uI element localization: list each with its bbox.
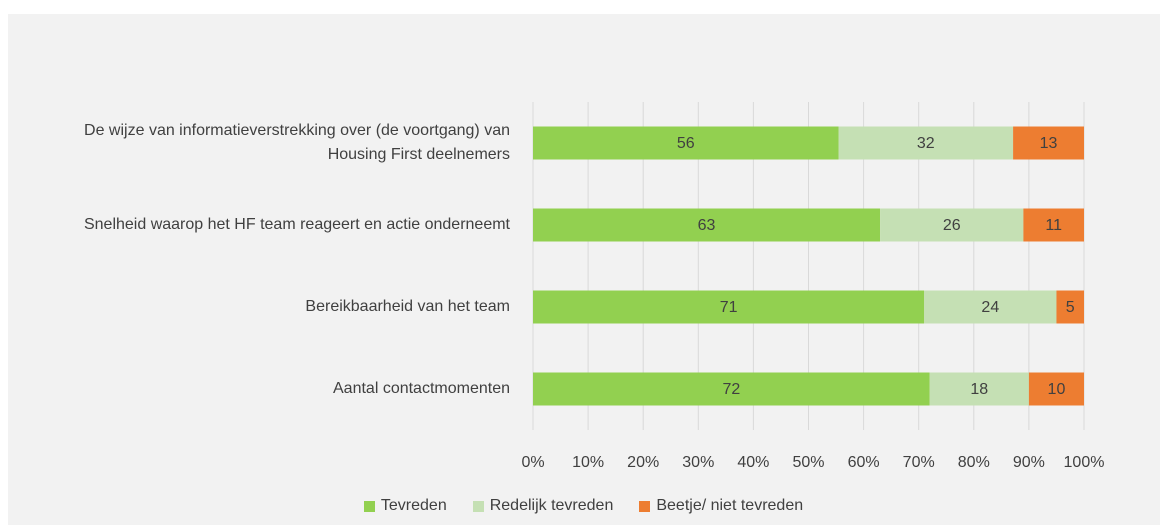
bar-segment: [1056, 290, 1084, 324]
bar-segment: [533, 372, 930, 406]
x-tick-label: 30%: [682, 454, 714, 471]
legend-label: Tevreden: [380, 497, 447, 514]
x-tick-label: 70%: [903, 454, 935, 471]
legend-item: Redelijk tevreden: [472, 497, 614, 515]
bar-segment: [929, 372, 1029, 406]
bar-segment: [533, 208, 881, 242]
legend-swatch: [363, 500, 375, 512]
y-tick-label: Snelheid waarop het HF team reageert en …: [83, 216, 510, 233]
bar-segment: [1023, 208, 1084, 242]
data-label: 71: [720, 299, 738, 316]
bar-segment: [1013, 126, 1084, 160]
y-tick-label: De wijze van informatieverstrekking over…: [84, 122, 510, 163]
x-tick-label: 100%: [1064, 454, 1105, 471]
x-tick-label: 40%: [737, 454, 769, 471]
data-label: 56: [677, 135, 695, 152]
legend-swatch: [639, 500, 651, 512]
bar-segment: [1028, 372, 1084, 406]
data-label: 10: [1048, 381, 1066, 398]
data-label: 5: [1066, 299, 1075, 316]
y-tick-label: Bereikbaarheid van het team: [305, 298, 510, 315]
x-tick-label: 0%: [521, 454, 544, 471]
bar-segment: [533, 126, 839, 160]
legend-label: Redelijk tevreden: [489, 497, 614, 514]
bar-segment: [880, 208, 1024, 242]
x-tick-label: 80%: [958, 454, 990, 471]
legend-item: Tevreden: [363, 497, 447, 515]
data-label: 63: [698, 217, 716, 234]
x-tick-label: 60%: [848, 454, 880, 471]
y-tick-label: Aantal contactmomenten: [333, 380, 510, 397]
data-label: 18: [970, 381, 988, 398]
data-label: 26: [943, 217, 961, 234]
bar-segment: [924, 290, 1057, 324]
data-label: 13: [1040, 135, 1058, 152]
legend: Tevreden Redelijk tevreden Beetje/ niet te…: [0, 497, 1167, 515]
x-tick-label: 90%: [1013, 454, 1045, 471]
data-label: 32: [917, 135, 935, 152]
x-tick-label: 20%: [627, 454, 659, 471]
x-tick-label: 50%: [792, 454, 824, 471]
legend-swatch: [472, 500, 484, 512]
data-label: 72: [722, 381, 740, 398]
data-label: 24: [981, 299, 999, 316]
chart-background: [8, 14, 1160, 525]
bar-segment: [838, 126, 1014, 160]
data-label: 11: [1045, 217, 1062, 234]
x-tick-label: 10%: [572, 454, 604, 471]
legend-item: Beetje/ niet tevreden: [639, 497, 803, 515]
legend-label: Beetje/ niet tevreden: [656, 497, 804, 514]
bar-segment: [533, 290, 925, 324]
